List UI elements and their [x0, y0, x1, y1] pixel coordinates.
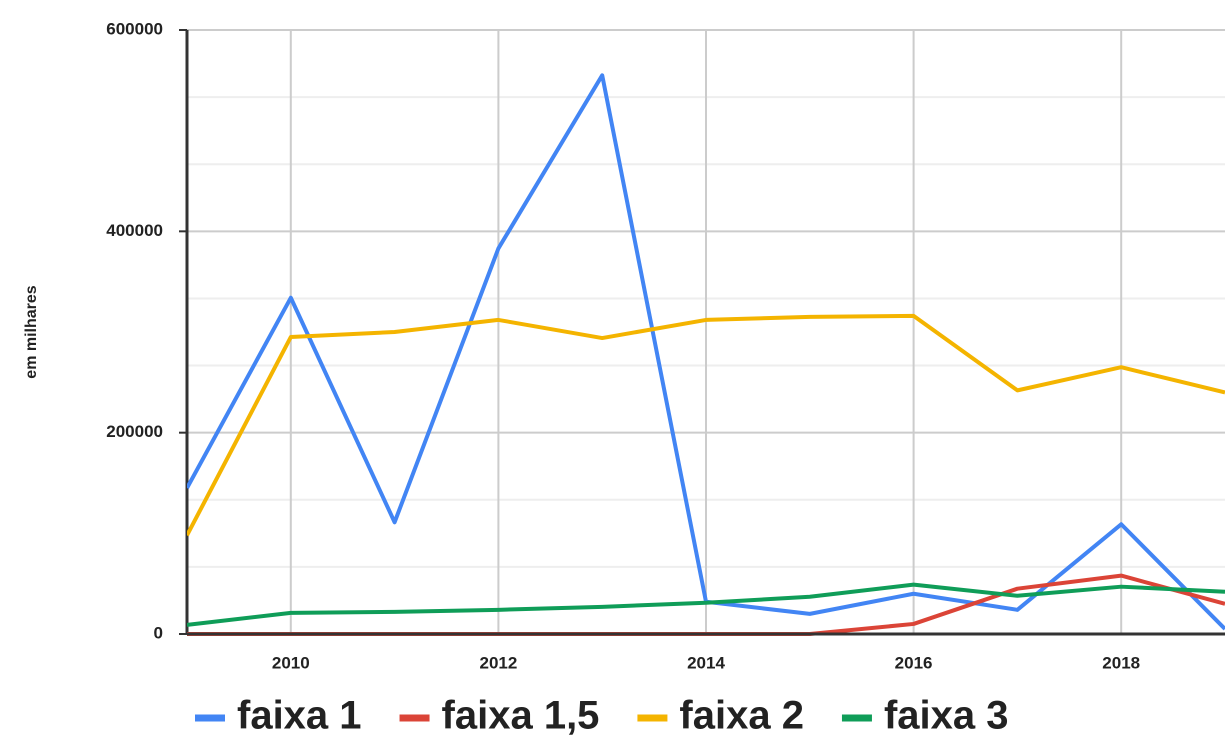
- y-axis-label: em milhares: [23, 285, 40, 378]
- legend-label: faixa 1: [237, 694, 362, 738]
- x-tick-label: 2012: [479, 653, 517, 672]
- y-tick-label: 400000: [106, 221, 163, 240]
- x-tick-label: 2014: [687, 653, 725, 672]
- y-tick-label: 0: [154, 623, 163, 642]
- y-tick-label: 200000: [106, 422, 163, 441]
- x-tick-label: 2016: [895, 653, 933, 672]
- x-tick-label: 2010: [272, 653, 310, 672]
- series-line: [187, 313, 1225, 537]
- x-tick-label: 2018: [1102, 653, 1140, 672]
- y-tick-label: 600000: [106, 19, 163, 38]
- series-line: [187, 582, 1225, 627]
- legend-label: faixa 3: [884, 694, 1009, 738]
- legend-label: faixa 2: [679, 694, 804, 738]
- legend-label: faixa 1,5: [442, 694, 600, 738]
